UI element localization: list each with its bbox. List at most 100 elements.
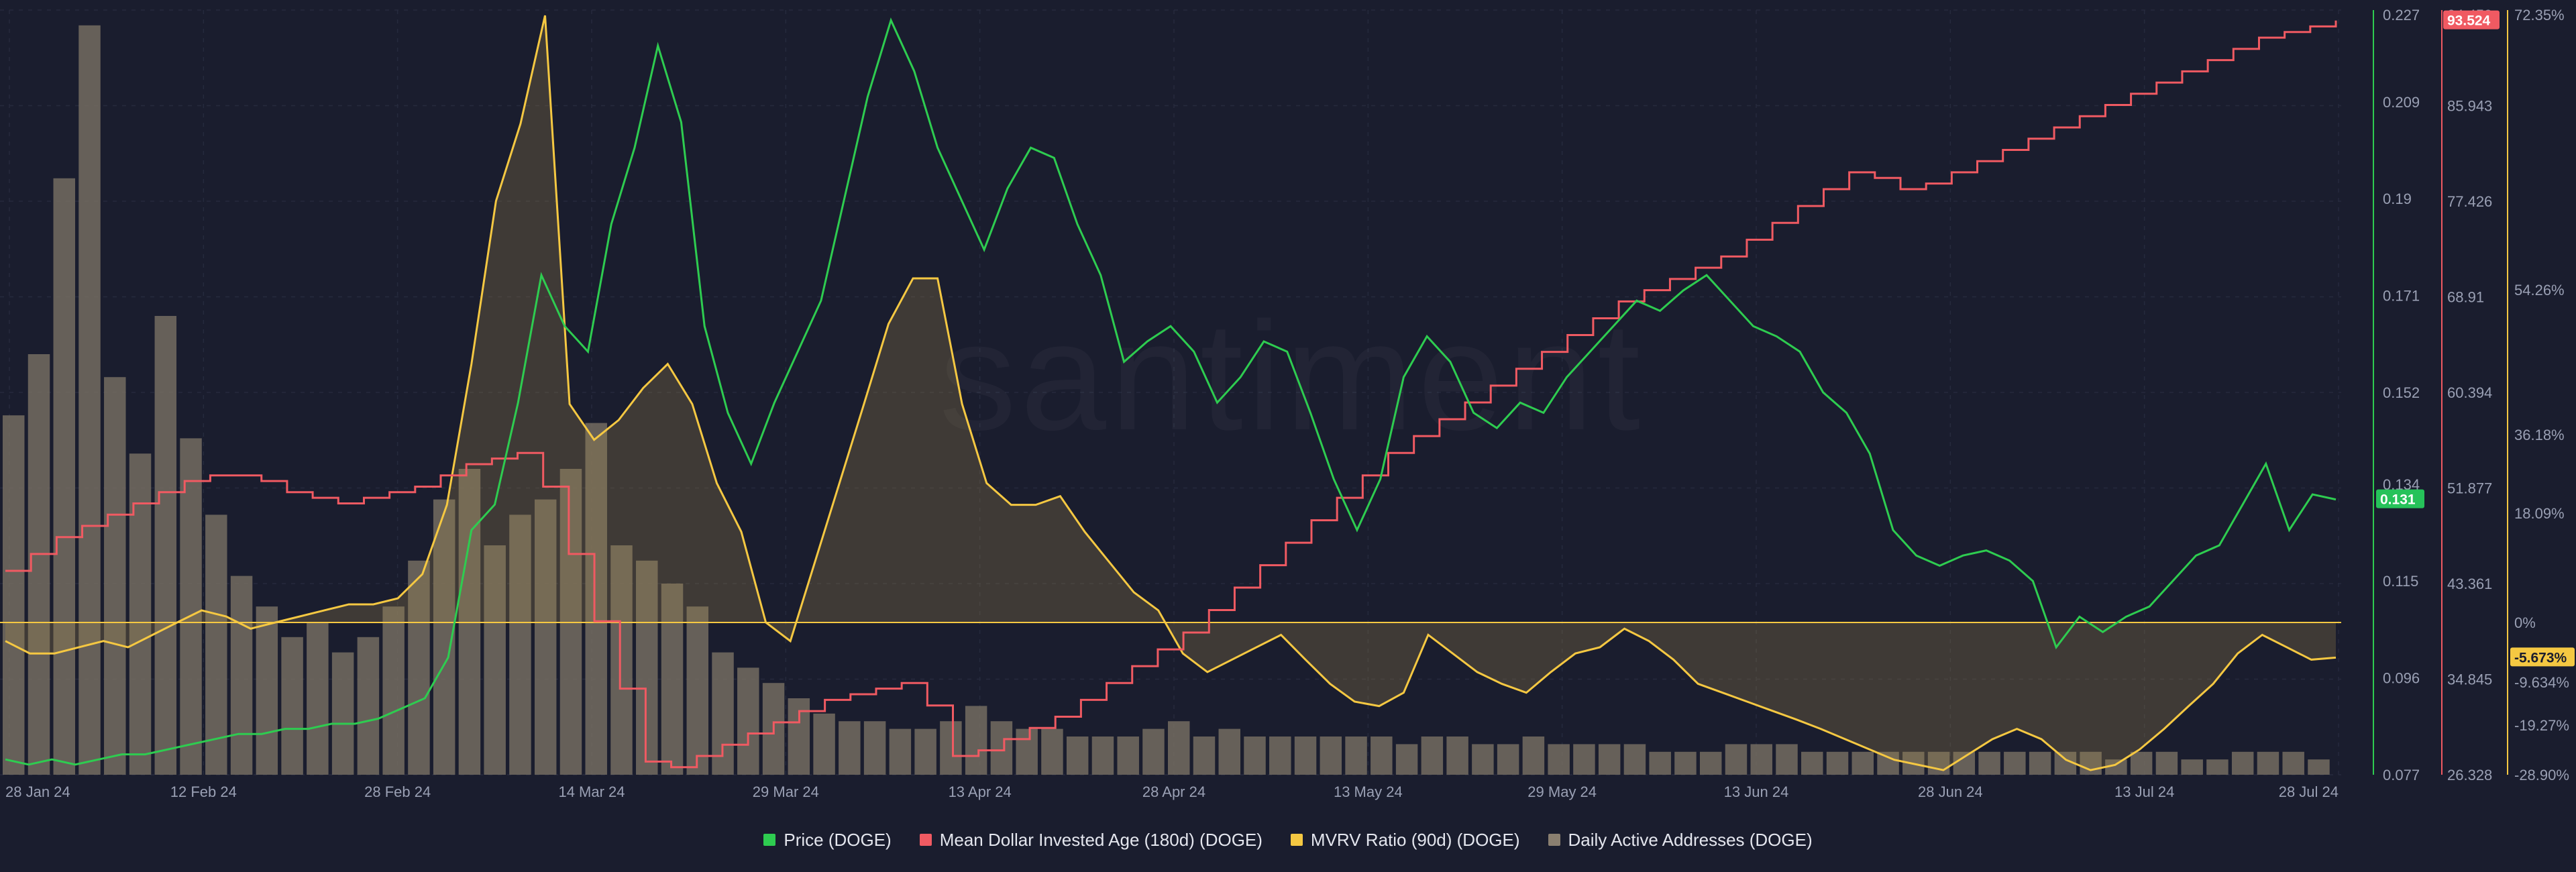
legend: Price (DOGE) Mean Dollar Invested Age (1…	[0, 820, 2576, 860]
price-axis-tick-label: 0.171	[2383, 288, 2420, 305]
daa-bar	[1421, 737, 1444, 775]
mdia-series	[5, 20, 2337, 769]
daa-bar	[1193, 737, 1216, 775]
mdia-axis-tick-label: 43.361	[2447, 576, 2492, 592]
daa-bar	[1294, 737, 1317, 775]
daa-bar	[1269, 737, 1291, 775]
axes: 0.0770.0960.1150.1340.1520.1710.190.2090…	[2373, 7, 2569, 783]
daa-bar	[1573, 744, 1595, 775]
daa-bar	[205, 514, 227, 775]
mvrv-badge-text: -5.673%	[2514, 650, 2567, 665]
daa-bar	[1041, 728, 1063, 775]
price-axis-tick-label: 0.115	[2383, 573, 2418, 590]
daa-bar	[1320, 737, 1342, 775]
x-tick-label: 28 Apr 24	[1142, 783, 1205, 800]
daa-bar	[1776, 744, 1798, 775]
daa-bar	[1548, 744, 1570, 775]
daa-bar	[2155, 751, 2178, 775]
x-tick-label: 28 Jun 24	[1918, 783, 1983, 800]
square-swatch-icon	[1548, 834, 1560, 846]
mdia-axis-tick-label: 26.328	[2447, 767, 2492, 783]
mdia-badge-bg	[2443, 10, 2500, 30]
daa-bar	[1953, 751, 1976, 775]
daa-bar	[2105, 759, 2127, 775]
legend-item-price[interactable]: Price (DOGE)	[763, 830, 892, 851]
value-badges: 0.131 93.524 -5.673%	[2376, 10, 2575, 667]
mvrv-badge-bg	[2510, 647, 2575, 667]
x-tick-label: 28 Jul 24	[2279, 783, 2339, 800]
daa-bar	[914, 728, 936, 775]
daa-bar	[3, 415, 25, 775]
daa-bar	[256, 606, 278, 775]
square-swatch-icon	[919, 834, 932, 846]
daa-bar	[1446, 737, 1468, 775]
daa-bar	[585, 423, 607, 775]
legend-item-mdia[interactable]: Mean Dollar Invested Age (180d) (DOGE)	[919, 829, 1263, 851]
daa-bar	[1851, 751, 1874, 775]
price-axis-tick-label: 0.209	[2383, 94, 2420, 111]
daa-bar	[2231, 751, 2254, 775]
mdia-axis-tick-label: 85.943	[2447, 97, 2492, 114]
daa-bar	[1750, 744, 1772, 775]
mvrv-area	[5, 15, 2336, 771]
daa-bar	[1472, 744, 1494, 775]
mvrv-series	[0, 15, 2341, 771]
mdia-line	[5, 20, 2337, 769]
x-tick-label: 13 Jun 24	[1724, 783, 1789, 800]
daa-bar	[813, 713, 835, 775]
mvrv-axis-tick-label: 18.09%	[2514, 505, 2565, 522]
daa-bar	[1016, 728, 1038, 775]
daa-bar	[53, 178, 75, 775]
price-axis-tick-label: 0.096	[2383, 670, 2420, 687]
daa-bar	[307, 622, 329, 775]
x-tick-label: 28 Jan 24	[5, 783, 70, 800]
daa-bar	[104, 377, 126, 775]
x-tick-label: 28 Feb 24	[364, 783, 431, 800]
daa-bar	[1826, 751, 1849, 775]
daa-bar	[2029, 751, 2051, 775]
x-tick-label: 13 Apr 24	[949, 783, 1012, 800]
mvrv-axis-tick-label: -9.634%	[2514, 674, 2569, 691]
daa-bar	[382, 606, 405, 775]
mvrv-axis-tick-label: -19.27%	[2514, 717, 2569, 734]
daa-bar	[990, 721, 1013, 775]
mdia-axis-tick-label: 60.394	[2447, 384, 2492, 401]
price-badge-text: 0.131	[2380, 492, 2416, 508]
mvrv-axis-tick-label: 72.35%	[2514, 7, 2565, 23]
daa-bar	[1497, 744, 1519, 775]
daa-bar	[331, 652, 354, 775]
price-axis-tick-label: 0.227	[2383, 7, 2420, 23]
legend-item-mvrv[interactable]: MVRV Ratio (90d) (DOGE)	[1290, 830, 1520, 851]
mdia-axis-tick-label: 77.426	[2447, 193, 2492, 210]
x-tick-label: 14 Mar 24	[558, 783, 625, 800]
daa-bar	[1168, 721, 1190, 775]
daa-bar	[636, 560, 658, 775]
daa-bar	[1725, 744, 1748, 775]
x-tick-label: 29 May 24	[1527, 783, 1597, 800]
daa-bar	[1142, 728, 1165, 775]
daa-bar	[863, 721, 886, 775]
daa-bar	[2206, 759, 2229, 775]
x-axis: 28 Jan 24 12 Feb 24 28 Feb 24 14 Mar 24 29 M…	[5, 783, 2339, 800]
x-tick-label: 12 Feb 24	[170, 783, 237, 800]
daa-bar	[1218, 728, 1240, 775]
square-swatch-icon	[1290, 834, 1303, 846]
daa-bar	[1649, 751, 1671, 775]
mvrv-axis-tick-label: 36.18%	[2514, 427, 2565, 443]
legend-item-daa[interactable]: Daily Active Addresses (DOGE)	[1548, 830, 1813, 851]
daa-bar	[1091, 737, 1114, 775]
daa-bar	[1117, 737, 1139, 775]
price-badge-bg	[2376, 489, 2424, 508]
daa-bar	[1801, 751, 1823, 775]
legend-label: Mean Dollar Invested Age (180d) (DOGE)	[939, 829, 1263, 850]
daa-bar	[1066, 737, 1089, 775]
daa-bar	[509, 514, 531, 775]
square-swatch-icon	[763, 834, 776, 846]
x-tick-label: 29 Mar 24	[753, 783, 819, 800]
daa-bar	[230, 576, 253, 775]
price-axis-tick-label: 0.077	[2383, 767, 2420, 783]
daa-bar	[1978, 751, 2000, 775]
daa-bar	[154, 316, 177, 775]
daa-bar	[737, 667, 759, 775]
